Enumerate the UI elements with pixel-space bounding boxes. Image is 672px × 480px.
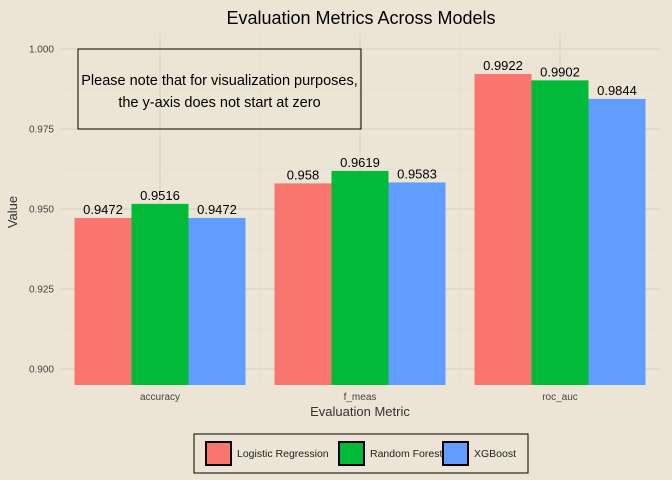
bar-value-label: 0.9902 (540, 64, 580, 79)
legend-key-logistic-regression (205, 441, 232, 466)
bar-logistic-regression-f-meas (274, 183, 332, 385)
y-axis-ticks: 0.900 0.925 0.950 0.975 1.000 (29, 45, 54, 376)
bar-value-label: 0.9583 (397, 166, 437, 181)
y-tick-label: 1.000 (29, 45, 54, 56)
legend-key-xgboost (442, 441, 469, 466)
bar-xgboost-roc-auc (588, 98, 646, 386)
data-labels: 0.9472 0.958 0.9922 0.9516 0.9619 0.9902 0.947… (83, 58, 637, 217)
bar-random-forest-f-meas (331, 170, 389, 385)
bar-value-label: 0.9619 (340, 155, 380, 170)
bar-value-label: 0.9472 (197, 202, 237, 217)
legend-border (193, 433, 529, 474)
legend-label: Random Forest (370, 448, 442, 460)
bar-logistic-regression-roc-auc (474, 73, 532, 386)
annotation-box: Please note that for visualization purpo… (77, 48, 362, 130)
bar-value-label: 0.9922 (483, 58, 523, 73)
bar-value-label: 0.9472 (83, 202, 123, 217)
annotation-line-1: Please note that for visualization purpo… (81, 73, 357, 89)
legend-label: XGBoost (474, 448, 516, 460)
bar-value-label: 0.958 (287, 167, 320, 182)
x-tick-label: f_meas (344, 392, 377, 403)
x-tick-label: accuracy (140, 392, 180, 403)
bar-value-label: 0.9516 (140, 188, 180, 203)
x-tick-label: roc_auc (542, 392, 578, 403)
x-axis-title: Evaluation Metric (310, 404, 410, 419)
x-axis-ticks: accuracy f_meas roc_auc (140, 392, 578, 403)
bar-xgboost-accuracy (188, 217, 246, 385)
annotation-border (77, 48, 362, 130)
bar-random-forest-roc-auc (531, 80, 589, 386)
y-tick-label: 0.925 (29, 285, 54, 296)
bar-value-label: 0.9844 (597, 83, 637, 98)
annotation-line-2: the y-axis does not start at zero (118, 95, 320, 111)
y-tick-label: 0.900 (29, 365, 54, 376)
legend-key-random-forest (338, 441, 365, 466)
bars (74, 73, 646, 386)
y-tick-label: 0.950 (29, 205, 54, 216)
y-axis-title: Value (5, 196, 20, 228)
bar-logistic-regression-accuracy (74, 217, 132, 385)
bar-xgboost-f-meas (388, 182, 446, 385)
bar-random-forest-accuracy (131, 203, 189, 385)
y-tick-label: 0.975 (29, 125, 54, 136)
chart-title: Evaluation Metrics Across Models (226, 8, 495, 28)
legend-label: Logistic Regression (237, 448, 329, 460)
legend: Logistic Regression Random Forest XGBoost (193, 433, 529, 474)
